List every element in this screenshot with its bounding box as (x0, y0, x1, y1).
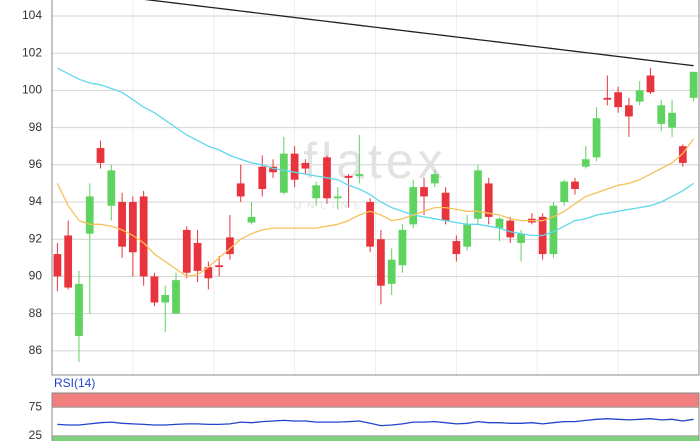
candle-body (53, 254, 62, 277)
candle-body (118, 202, 126, 247)
candle-body (107, 170, 116, 206)
candle-body (474, 170, 482, 219)
candle-body (689, 71, 698, 98)
y-tick-label: 102 (22, 45, 42, 59)
candle-body (484, 183, 493, 217)
candle-body (430, 174, 439, 184)
candle-body (463, 224, 472, 247)
candle-body (366, 202, 374, 247)
candle-body (193, 242, 202, 271)
candle-body (258, 166, 267, 189)
rsi-panel: RSI(14) 25 75 (29, 376, 700, 441)
candle-body (290, 153, 299, 180)
watermark-sub: ONLINE (293, 201, 366, 212)
candle-body (646, 75, 655, 93)
candle-body (182, 229, 191, 273)
candle-body (226, 237, 234, 255)
candle-body (215, 265, 224, 268)
candle-body (301, 162, 310, 169)
candle-body (398, 229, 407, 266)
candle-body (668, 112, 676, 128)
candle-body (635, 90, 644, 102)
y-tick-label: 88 (29, 306, 43, 320)
candle-body (517, 233, 525, 243)
candle-body (269, 166, 277, 173)
candle-body (506, 220, 515, 238)
y-tick-label: 86 (29, 343, 43, 357)
candle-body (592, 118, 601, 158)
rsi-title: RSI(14) (54, 376, 95, 390)
rsi-tick-label: 25 (29, 428, 43, 441)
y-tick-label: 98 (29, 120, 43, 134)
candle-body (344, 175, 353, 178)
candle-body (312, 185, 321, 199)
line-series (144, 0, 694, 67)
candle-body (377, 239, 385, 286)
candle-body (420, 187, 428, 197)
candle-body (247, 216, 256, 223)
candle-body (387, 259, 396, 284)
y-tick-label: 92 (29, 231, 43, 245)
candle-body (625, 105, 633, 117)
line-series (57, 418, 694, 427)
candle-body (452, 241, 461, 255)
rsi-tick-label: 75 (29, 399, 43, 413)
line-series (57, 67, 694, 237)
candle-body (139, 196, 148, 277)
candle-body (85, 196, 94, 234)
candle-body (150, 276, 159, 303)
candle-body (161, 295, 170, 303)
candle-body (128, 202, 137, 253)
plot-area (53, 0, 698, 362)
candle-body (495, 218, 504, 229)
candle-body (581, 159, 590, 167)
y-tick-label: 100 (22, 83, 42, 97)
candle-body (614, 92, 623, 108)
rsi-lower-band (52, 435, 699, 441)
candle-body (279, 153, 288, 193)
y-tick-label: 94 (29, 194, 43, 208)
plot-frame (51, 0, 700, 376)
candle-body (549, 205, 558, 255)
candle-body (333, 196, 342, 199)
line-series (56, 138, 695, 278)
y-tick-label: 96 (29, 157, 43, 171)
candle-body (571, 181, 579, 189)
rsi-frame (51, 392, 700, 441)
candle-body (603, 97, 612, 100)
rsi-upper-band (52, 393, 699, 408)
candle-body (75, 283, 83, 336)
candle-body (409, 187, 418, 225)
candle-body (204, 267, 213, 279)
candle-body (657, 105, 666, 124)
candle-body (172, 280, 180, 314)
candle-body (96, 148, 105, 163)
candle-body (355, 174, 364, 176)
y-tick-label: 104 (22, 8, 42, 22)
candle-body (678, 146, 687, 163)
y-tick-label: 90 (29, 269, 43, 283)
candle-body (441, 192, 450, 221)
candle-body (64, 235, 73, 288)
candle-body (560, 181, 569, 203)
candle-body (236, 183, 245, 197)
